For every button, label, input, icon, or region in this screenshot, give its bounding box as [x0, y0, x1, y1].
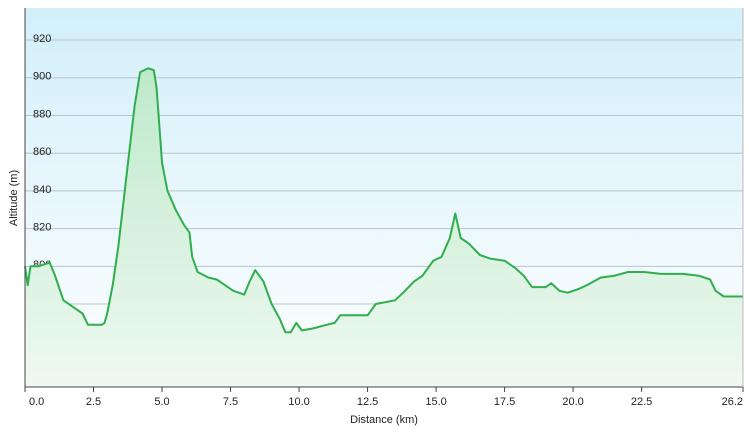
y-tick-label: 860: [33, 146, 51, 158]
x-tick-label: 22.5: [631, 396, 652, 408]
x-axis-title: Distance (km): [350, 414, 418, 426]
x-tick-label: 0.0: [29, 396, 44, 408]
x-tick-label: 5.0: [154, 396, 169, 408]
x-tick-label: 20.0: [562, 396, 583, 408]
x-tick-label: 2.5: [86, 396, 101, 408]
area-fill: [25, 68, 743, 388]
x-tick-label: 17.5: [494, 396, 515, 408]
x-tick-label: 15.0: [425, 396, 446, 408]
y-tick-label: 840: [33, 184, 51, 196]
x-tick-label: 7.5: [223, 396, 238, 408]
x-tick-label: 10.0: [288, 396, 309, 408]
x-tick-label: 26.2: [722, 396, 743, 408]
y-tick-label: 820: [33, 222, 51, 234]
y-axis-title: Altitude (m): [8, 170, 20, 226]
y-tick-label: 900: [33, 71, 51, 83]
y-tick-label: 880: [33, 108, 51, 120]
x-tick-label: 12.5: [357, 396, 378, 408]
profile-line: [24, 67, 743, 334]
y-tick-label: 920: [33, 33, 51, 45]
